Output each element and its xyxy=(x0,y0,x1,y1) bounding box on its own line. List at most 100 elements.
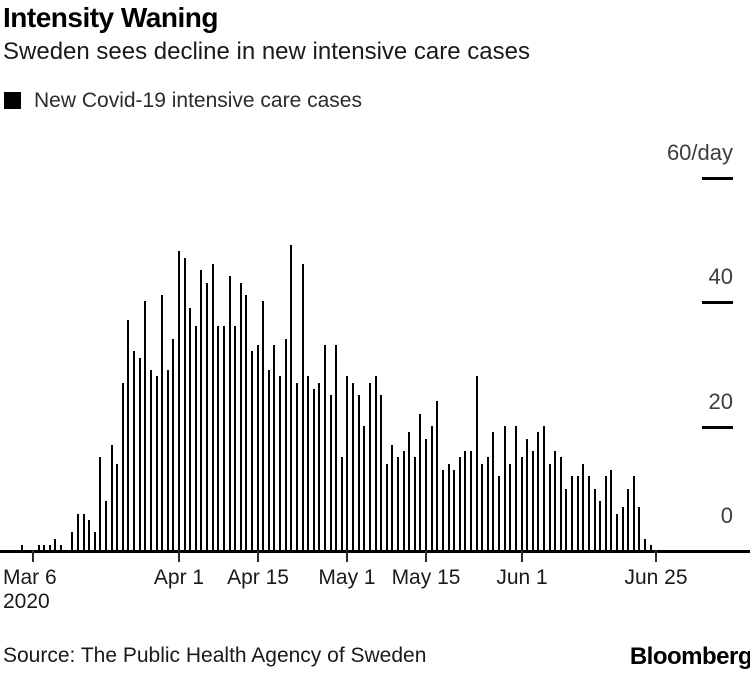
bar xyxy=(509,464,511,551)
bar xyxy=(560,457,562,551)
bar xyxy=(346,376,348,551)
bar xyxy=(200,270,202,551)
bar xyxy=(217,326,219,551)
bar xyxy=(616,514,618,551)
bar xyxy=(257,345,259,551)
x-axis-tick xyxy=(521,550,523,562)
legend-label: New Covid-19 intensive care cases xyxy=(34,88,362,112)
bar xyxy=(543,426,545,551)
source-attribution: Source: The Public Health Agency of Swed… xyxy=(3,644,427,667)
bar xyxy=(262,301,264,551)
bar xyxy=(403,451,405,551)
bar xyxy=(627,489,629,551)
bar xyxy=(212,264,214,551)
bar xyxy=(245,295,247,551)
bar xyxy=(448,464,450,551)
bar xyxy=(184,258,186,551)
bar xyxy=(638,507,640,551)
bar xyxy=(195,326,197,551)
bar xyxy=(335,345,337,551)
bar xyxy=(363,426,365,551)
legend-swatch-icon xyxy=(4,92,21,109)
bar xyxy=(71,532,73,551)
bar xyxy=(285,339,287,551)
bar xyxy=(302,264,304,551)
bar xyxy=(206,283,208,551)
bar xyxy=(549,464,551,551)
bar xyxy=(599,501,601,551)
bar xyxy=(268,370,270,551)
bar xyxy=(54,539,56,551)
bar xyxy=(419,414,421,551)
bar xyxy=(487,457,489,551)
bar xyxy=(223,326,225,551)
bar xyxy=(515,426,517,551)
bar xyxy=(582,464,584,551)
x-axis-label: Apr 1 xyxy=(153,566,205,589)
bar xyxy=(307,376,309,551)
bar xyxy=(133,351,135,551)
legend: New Covid-19 intensive care cases xyxy=(4,88,362,112)
bar xyxy=(436,401,438,551)
bar xyxy=(492,432,494,551)
y-axis-tick-dash xyxy=(702,301,733,304)
x-axis-label: Jun 1 xyxy=(496,566,548,589)
x-axis-tick xyxy=(425,550,427,562)
x-axis-label: Apr 15 xyxy=(227,566,289,589)
bar xyxy=(358,395,360,551)
bar xyxy=(464,451,466,551)
bar xyxy=(21,545,23,551)
x-axis-line xyxy=(0,550,750,553)
bar xyxy=(240,283,242,551)
x-axis-tick xyxy=(257,550,259,562)
bar xyxy=(459,457,461,551)
bar xyxy=(453,470,455,551)
bar xyxy=(127,320,129,551)
bar xyxy=(49,545,51,551)
bar xyxy=(139,358,141,551)
bar xyxy=(571,476,573,551)
bar xyxy=(229,276,231,551)
bar xyxy=(290,245,292,551)
y-axis-tick-dash xyxy=(702,426,733,429)
bar xyxy=(650,545,652,551)
bar xyxy=(144,301,146,551)
bar xyxy=(397,457,399,551)
bar xyxy=(481,464,483,551)
bar xyxy=(341,457,343,551)
bar xyxy=(189,308,191,551)
bar xyxy=(369,383,371,551)
bar xyxy=(273,345,275,551)
bar xyxy=(375,376,377,551)
bar xyxy=(105,501,107,551)
bar xyxy=(532,451,534,551)
x-axis-label: May 1 xyxy=(318,566,376,589)
bar xyxy=(83,514,85,551)
bar xyxy=(324,345,326,551)
bar xyxy=(476,376,478,551)
bar xyxy=(99,457,101,551)
y-axis-label: 0 xyxy=(720,503,733,528)
x-axis-tick xyxy=(32,550,34,562)
bar xyxy=(644,539,646,551)
bar xyxy=(150,370,152,551)
bar xyxy=(88,520,90,551)
bar xyxy=(622,507,624,551)
bar xyxy=(330,395,332,551)
bar xyxy=(318,383,320,551)
y-axis-label: 60/day xyxy=(666,140,733,165)
bar xyxy=(565,489,567,551)
bar xyxy=(504,426,506,551)
bar xyxy=(577,476,579,551)
x-axis-tick xyxy=(178,550,180,562)
bar xyxy=(122,383,124,551)
bar xyxy=(111,445,113,551)
x-axis-label: May 15 xyxy=(391,566,461,589)
bar xyxy=(279,376,281,551)
bar xyxy=(594,489,596,551)
bar xyxy=(313,389,315,551)
x-axis-tick xyxy=(655,550,657,562)
bar xyxy=(554,451,556,551)
